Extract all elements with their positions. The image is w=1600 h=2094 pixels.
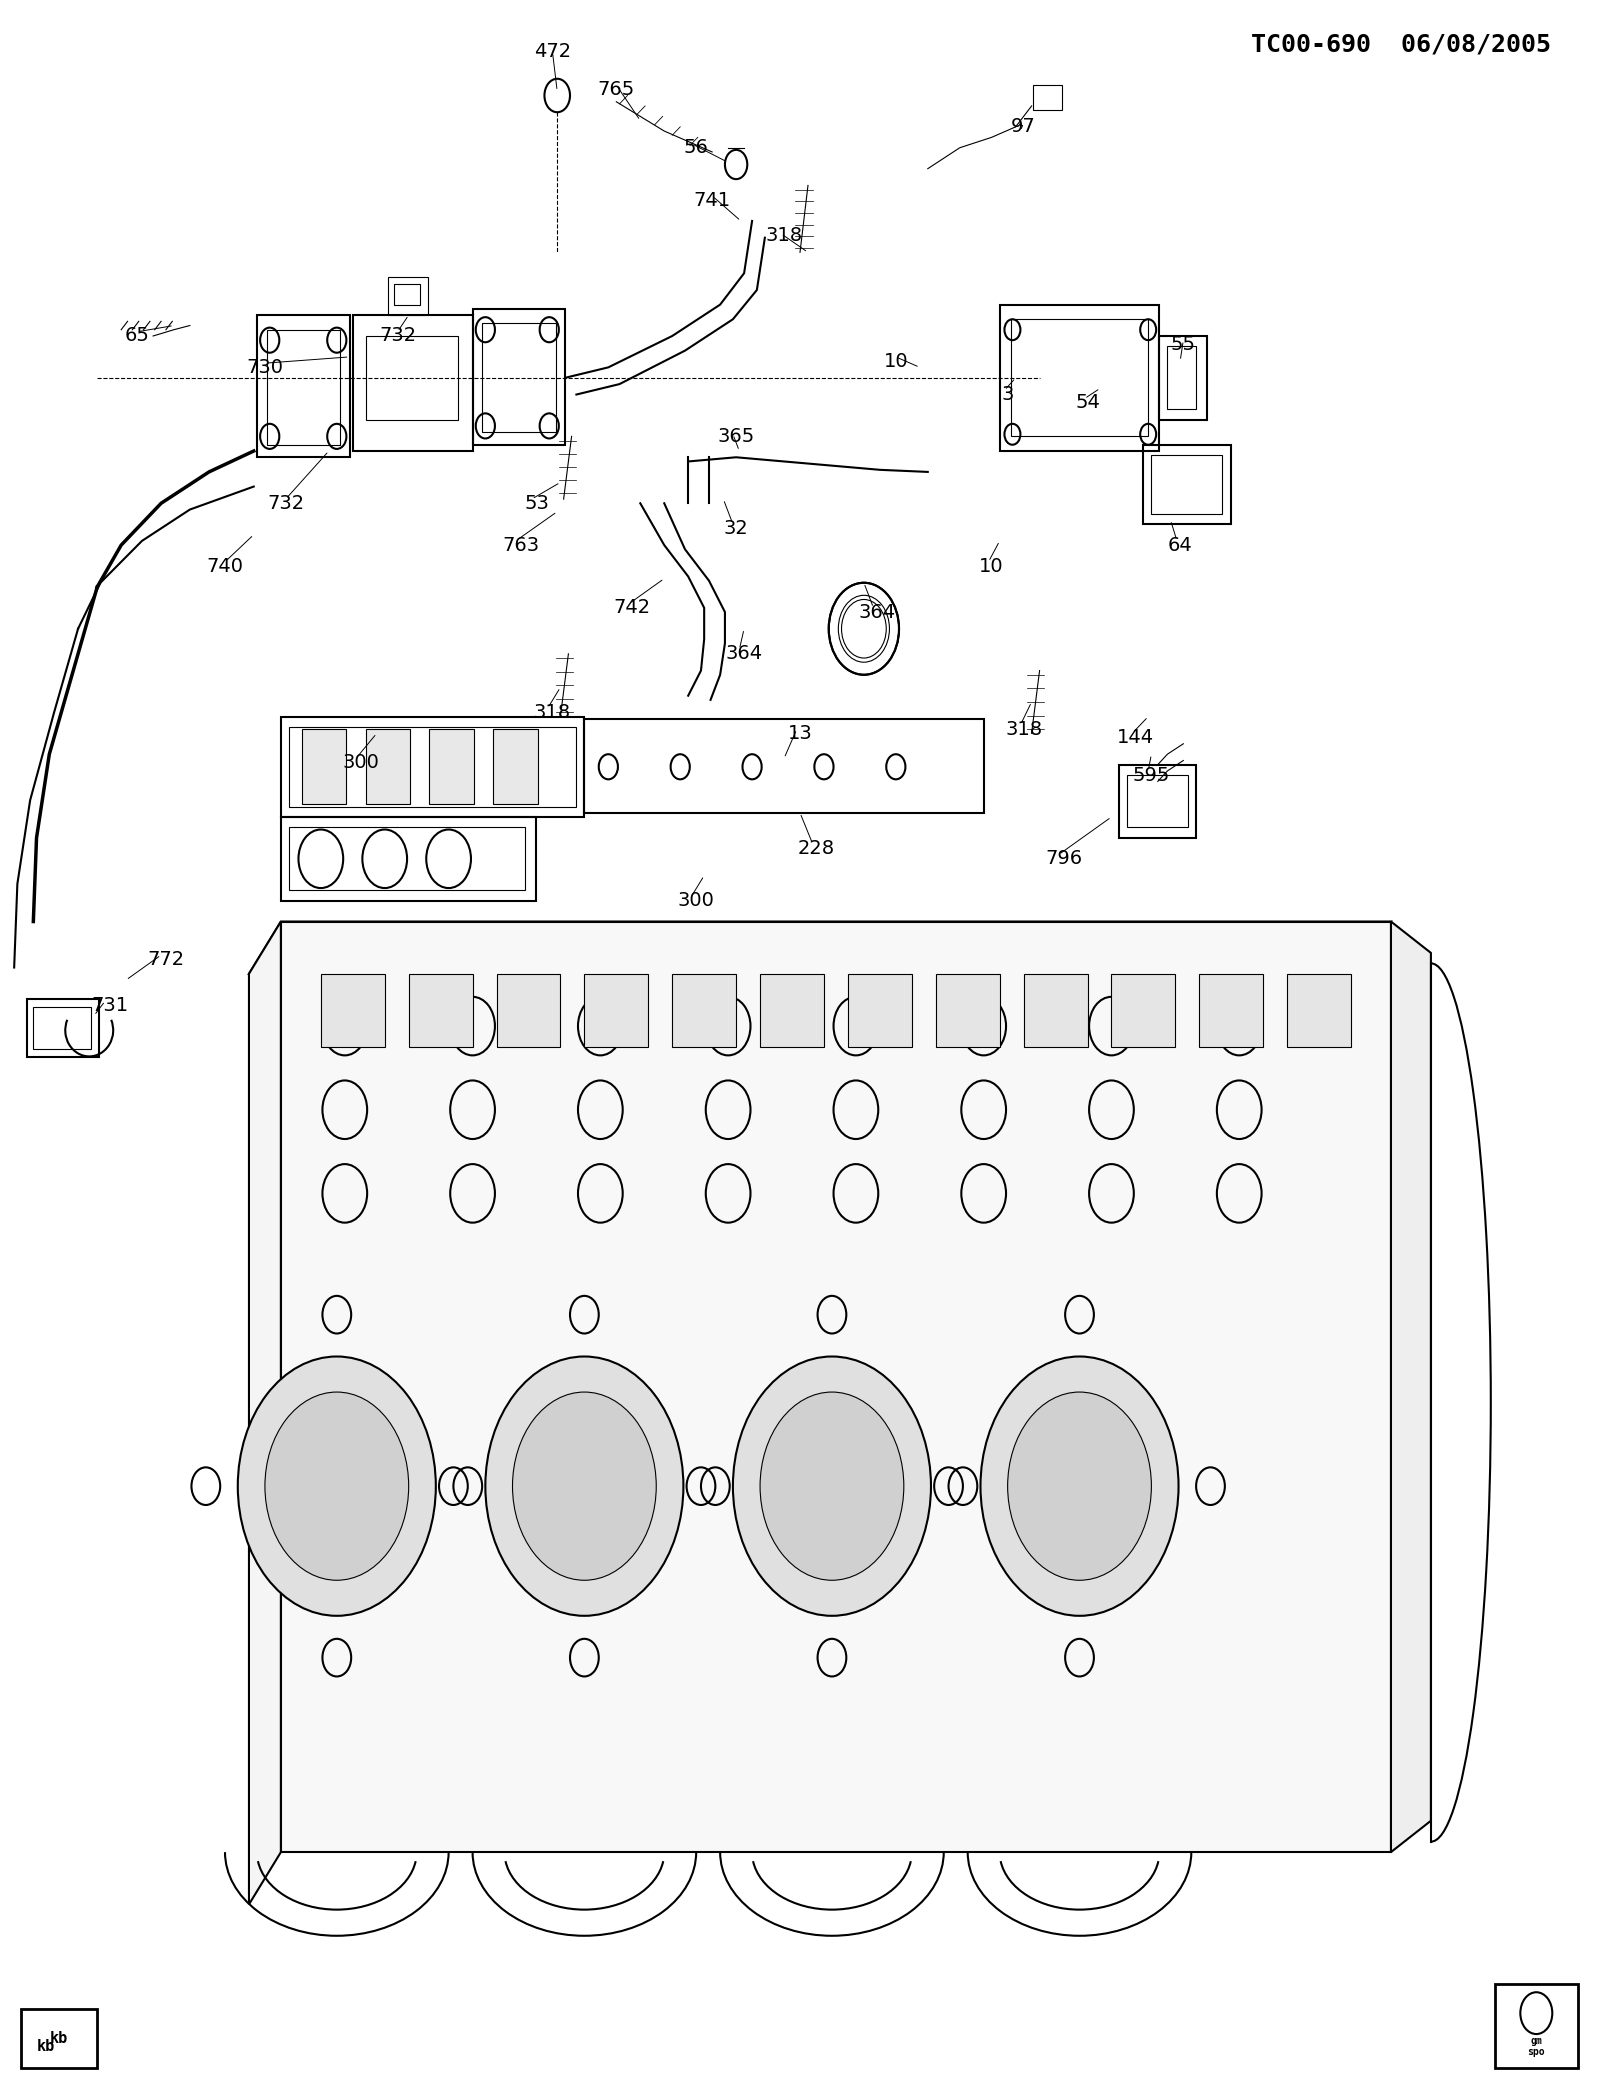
Text: 53: 53 — [525, 494, 549, 513]
Bar — [290, 827, 525, 890]
Bar — [267, 329, 341, 444]
Bar — [34, 1007, 91, 1049]
Bar — [1200, 974, 1262, 1047]
Text: 364: 364 — [725, 645, 763, 664]
Bar — [1128, 775, 1189, 827]
Text: 732: 732 — [379, 327, 416, 346]
Text: 97: 97 — [1011, 117, 1035, 136]
Bar — [672, 974, 736, 1047]
Bar — [322, 974, 384, 1047]
Text: 318: 318 — [765, 226, 803, 245]
Text: 741: 741 — [693, 191, 731, 209]
Text: 742: 742 — [614, 599, 651, 618]
Circle shape — [760, 1393, 904, 1581]
Text: 300: 300 — [678, 892, 715, 911]
Bar — [936, 974, 1000, 1047]
Text: 32: 32 — [723, 519, 749, 538]
Bar — [1112, 974, 1176, 1047]
Circle shape — [1008, 1393, 1152, 1581]
Bar — [1011, 318, 1149, 436]
Text: 64: 64 — [1168, 536, 1192, 555]
Circle shape — [512, 1393, 656, 1581]
Bar — [1024, 974, 1088, 1047]
Bar — [365, 729, 410, 804]
Bar — [496, 974, 560, 1047]
Bar — [387, 276, 427, 314]
Text: 730: 730 — [246, 358, 283, 377]
Text: 10: 10 — [979, 557, 1003, 576]
Text: TC00-690  06/08/2005: TC00-690 06/08/2005 — [1251, 34, 1550, 57]
Bar — [584, 718, 984, 812]
Text: 796: 796 — [1045, 850, 1082, 869]
Circle shape — [733, 1357, 931, 1617]
Text: 13: 13 — [787, 725, 813, 743]
Polygon shape — [250, 921, 1390, 974]
Bar — [1160, 335, 1208, 419]
Bar — [394, 283, 419, 304]
Bar — [1144, 444, 1232, 524]
Bar — [760, 974, 824, 1047]
Circle shape — [238, 1357, 435, 1617]
Bar — [408, 974, 472, 1047]
Bar — [848, 974, 912, 1047]
Text: 318: 318 — [534, 704, 571, 722]
Text: 732: 732 — [267, 494, 304, 513]
Text: 3: 3 — [1002, 385, 1014, 404]
Circle shape — [485, 1357, 683, 1617]
Polygon shape — [250, 921, 282, 1903]
Text: 318: 318 — [1005, 720, 1042, 739]
Bar — [584, 974, 648, 1047]
Text: 740: 740 — [206, 557, 243, 576]
Bar — [290, 727, 576, 806]
Bar — [365, 335, 458, 419]
Text: 595: 595 — [1133, 766, 1170, 785]
Bar — [1494, 1983, 1578, 2067]
Text: 365: 365 — [717, 427, 755, 446]
Bar — [282, 817, 536, 900]
Text: 765: 765 — [598, 80, 635, 98]
Circle shape — [981, 1357, 1179, 1617]
Text: 731: 731 — [91, 995, 128, 1016]
Polygon shape — [282, 921, 1390, 1851]
Text: 228: 228 — [797, 840, 835, 859]
Text: kb: kb — [50, 2031, 69, 2046]
Bar — [1286, 974, 1350, 1047]
Bar — [1000, 304, 1160, 450]
Bar — [1120, 764, 1197, 838]
Text: 364: 364 — [858, 603, 896, 622]
Bar — [493, 729, 538, 804]
Polygon shape — [1390, 921, 1430, 1851]
Text: kb: kb — [37, 2040, 56, 2054]
Bar — [482, 322, 555, 431]
Text: 10: 10 — [883, 352, 909, 371]
Bar — [302, 729, 346, 804]
Bar — [1168, 346, 1197, 408]
Bar — [472, 308, 565, 444]
Text: 144: 144 — [1117, 729, 1154, 748]
Text: 65: 65 — [125, 327, 149, 346]
Text: 55: 55 — [1171, 335, 1195, 354]
Text: 772: 772 — [147, 951, 184, 970]
Text: 54: 54 — [1075, 394, 1099, 413]
Bar — [1034, 86, 1062, 111]
Bar — [429, 729, 474, 804]
Bar — [258, 314, 349, 456]
Bar — [282, 716, 584, 817]
Text: 472: 472 — [534, 42, 571, 61]
Text: gm
spo: gm spo — [1528, 2035, 1546, 2058]
Bar — [1152, 454, 1222, 513]
Text: 300: 300 — [342, 754, 379, 773]
Bar — [27, 999, 99, 1057]
Text: 763: 763 — [502, 536, 539, 555]
Bar — [21, 2008, 98, 2067]
Text: 56: 56 — [683, 138, 709, 157]
Bar — [352, 314, 472, 450]
Circle shape — [266, 1393, 408, 1581]
